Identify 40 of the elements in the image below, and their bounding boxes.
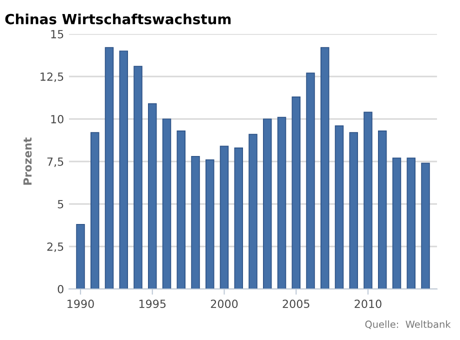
bar bbox=[206, 159, 214, 289]
y-axis-title: Prozent bbox=[23, 138, 32, 185]
bar bbox=[320, 47, 330, 289]
bar bbox=[292, 96, 300, 289]
y-tick-label: 15 bbox=[51, 30, 64, 38]
bar bbox=[220, 146, 229, 289]
bar bbox=[90, 132, 100, 289]
bar bbox=[277, 116, 286, 289]
bar bbox=[148, 103, 157, 289]
x-tick-label: 1995 bbox=[139, 300, 166, 308]
x-tick-label: 2005 bbox=[282, 300, 310, 308]
bar bbox=[176, 130, 186, 289]
bar bbox=[392, 158, 402, 289]
y-tick-label: 12,5 bbox=[40, 72, 64, 82]
bar bbox=[119, 50, 128, 289]
y-tick-label: 7,5 bbox=[47, 158, 64, 168]
bar bbox=[234, 147, 243, 289]
bar bbox=[406, 158, 416, 289]
bar bbox=[104, 47, 114, 289]
bar bbox=[364, 112, 372, 289]
x-tick-label: 1990 bbox=[68, 300, 94, 308]
chart-title: Chinas Wirtschaftswachstum bbox=[5, 14, 231, 24]
y-tick-label: 0 bbox=[58, 284, 64, 294]
bar bbox=[191, 156, 200, 289]
bar bbox=[76, 224, 85, 289]
y-tick-label: 2,5 bbox=[47, 242, 64, 252]
bar bbox=[378, 130, 387, 289]
y-tick-label: 5 bbox=[58, 200, 64, 208]
x-tick-label: 2010 bbox=[354, 300, 382, 308]
source-note: Quelle: Weltbank bbox=[365, 320, 451, 330]
bar bbox=[134, 66, 142, 289]
bar bbox=[334, 125, 344, 289]
bar bbox=[248, 134, 258, 289]
bar bbox=[306, 72, 315, 289]
x-tick-label: 2000 bbox=[210, 300, 238, 308]
bar bbox=[349, 132, 358, 289]
bar bbox=[263, 118, 272, 289]
y-tick-label: 10 bbox=[51, 114, 64, 124]
bar bbox=[421, 162, 430, 289]
bar bbox=[162, 118, 172, 289]
